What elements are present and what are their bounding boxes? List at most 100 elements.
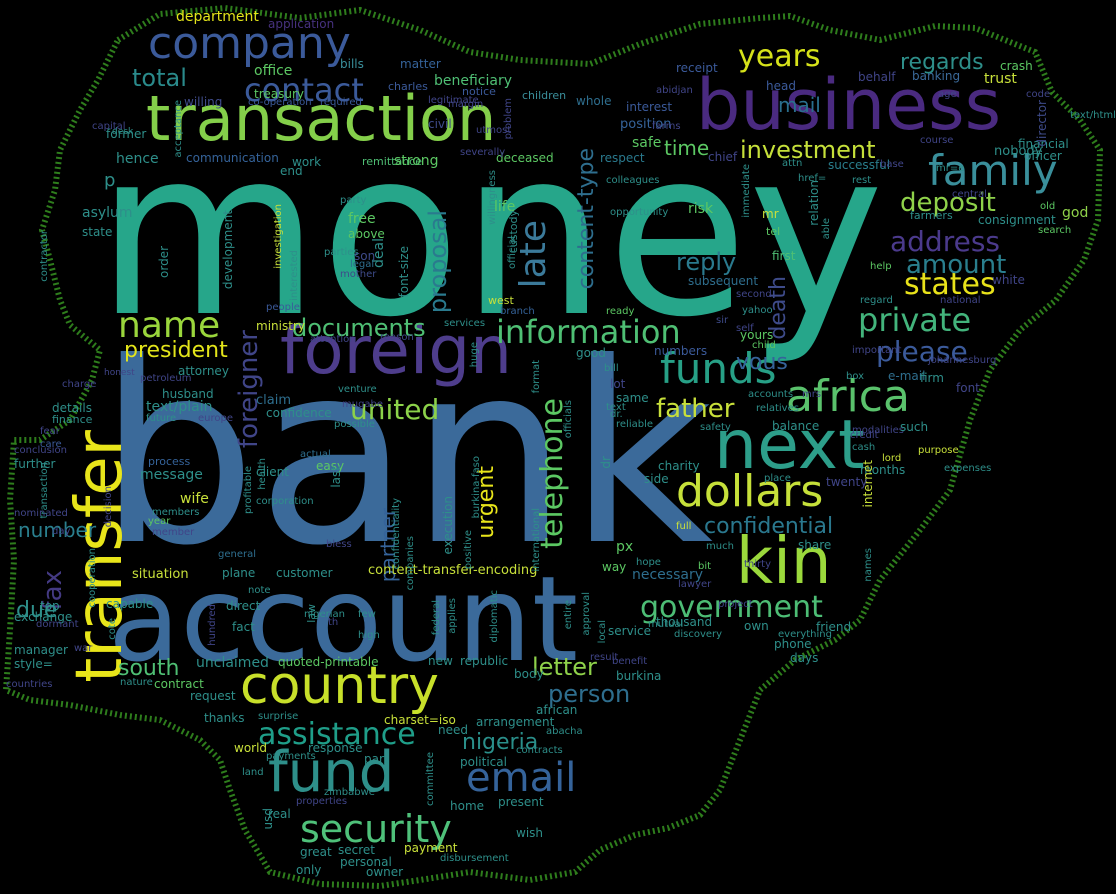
word-venture: venture xyxy=(338,384,377,395)
word-farmers: farmers xyxy=(910,209,953,222)
word-investment: investment xyxy=(740,136,876,164)
word-future: future xyxy=(146,413,177,424)
word-balance: balance xyxy=(772,419,820,433)
word-civil: civil xyxy=(428,117,452,131)
word-mr-e: mr=e xyxy=(936,163,965,174)
word-severally: severally xyxy=(460,147,506,158)
word-conclusion: conclusion xyxy=(14,445,68,456)
word-response: response xyxy=(308,741,363,755)
word-own: own xyxy=(744,619,769,633)
word-result: result xyxy=(590,652,619,663)
word-president: president xyxy=(124,338,228,363)
word-home: home xyxy=(450,799,485,813)
word-years: years xyxy=(738,39,821,74)
word-contact: contact xyxy=(244,71,364,109)
word-relatives: relatives xyxy=(756,403,799,414)
word-text: text xyxy=(606,402,626,413)
word-number: number xyxy=(18,518,97,542)
word-contracts: contracts xyxy=(516,745,563,756)
word-contractor: contractor xyxy=(39,230,50,282)
word-thousand: thousand xyxy=(656,615,713,629)
word-customer: customer xyxy=(276,566,333,580)
word-payment: payment xyxy=(404,841,458,855)
word-south: south xyxy=(118,656,180,681)
word-end: end xyxy=(280,164,303,178)
word-officer: officer xyxy=(1024,149,1062,163)
word-respect: respect xyxy=(600,151,645,165)
word-entire: entire xyxy=(563,600,574,630)
word-box: box xyxy=(846,371,865,382)
map-shape xyxy=(2,4,1104,890)
word-person: person xyxy=(548,680,631,708)
word-god: god xyxy=(1062,205,1089,221)
word-republic: republic xyxy=(460,654,509,668)
word-attorney: attorney xyxy=(178,364,229,378)
word-beneficiary: beneficiary xyxy=(434,73,513,89)
word-day: day xyxy=(52,526,71,537)
word-father: father xyxy=(656,394,735,424)
word-interest: interest xyxy=(626,100,673,114)
word-company: company xyxy=(148,18,351,69)
word-official: official xyxy=(507,236,518,269)
word-confidential: confidential xyxy=(704,514,834,539)
word-format: format xyxy=(531,360,542,394)
word-href-: href= xyxy=(798,173,827,184)
word-foreigner: foreigner xyxy=(234,330,264,449)
word-body: body xyxy=(514,667,544,681)
word-phone: phone xyxy=(774,637,812,651)
word-banking: banking xyxy=(912,69,961,83)
word-nigerian: nigerian xyxy=(304,609,345,620)
word-relation: relation xyxy=(807,180,821,226)
word-full: full xyxy=(676,521,692,532)
word-documents: documents xyxy=(292,314,426,342)
word-lawyer: lawyer xyxy=(678,579,712,590)
word-content-transfer-encoding: content-transfer-encoding xyxy=(368,563,538,578)
word-address: address xyxy=(890,225,1001,258)
word-zimbabwe: zimbabwe xyxy=(324,787,375,798)
word-email: email xyxy=(466,755,577,801)
word-days: days xyxy=(790,651,819,665)
word-subsequent: subsequent xyxy=(688,274,759,288)
word-ready: ready xyxy=(606,306,635,317)
word-able: able xyxy=(821,218,832,240)
word-such: such xyxy=(900,420,929,434)
word-acceptance: acceptance xyxy=(173,100,184,158)
word-co-operation: co-operation xyxy=(248,97,312,108)
word-african: african xyxy=(536,703,578,717)
word-europe: europe xyxy=(198,413,233,424)
word-world: world xyxy=(234,741,268,755)
word-search: search xyxy=(1038,225,1072,236)
word-th: th xyxy=(328,617,339,628)
word-dollars: dollars xyxy=(676,466,824,517)
word-charset-iso: charset=iso xyxy=(384,713,456,727)
word-fact: fact xyxy=(232,620,255,634)
word-development: development xyxy=(221,210,235,290)
word-modalities: modalities xyxy=(852,425,904,436)
word-second: second xyxy=(736,289,772,300)
word-johannesburg: johannesburg xyxy=(928,355,997,366)
word-manager: manager xyxy=(14,643,68,657)
word-colleagues: colleagues xyxy=(606,175,660,186)
word-reason: reason xyxy=(380,332,414,343)
word-war: war xyxy=(74,643,93,654)
word-only: only xyxy=(296,863,322,877)
word-deposit: deposit xyxy=(900,188,996,218)
word-surprise: surprise xyxy=(258,711,299,722)
word-committee: committee xyxy=(425,752,436,807)
word-message: message xyxy=(140,467,203,483)
word-top: top xyxy=(40,599,60,613)
word-applies: applies xyxy=(447,598,458,634)
word-friend: friend xyxy=(816,620,852,634)
word-willingness: willingness xyxy=(487,170,498,225)
word-everything: everything xyxy=(778,629,832,640)
word-white: white xyxy=(992,273,1025,287)
word-bank: bank xyxy=(98,309,714,600)
word-nominated: nominated xyxy=(14,508,68,519)
word-names: names xyxy=(863,548,874,582)
word-text-html: text/html xyxy=(1070,110,1116,121)
word-assistance: assistance xyxy=(258,717,416,752)
word-benefit: benefit xyxy=(612,656,648,667)
word-member: member xyxy=(152,527,195,538)
word-director: director xyxy=(1035,100,1049,147)
word-owner: owner xyxy=(366,865,404,879)
